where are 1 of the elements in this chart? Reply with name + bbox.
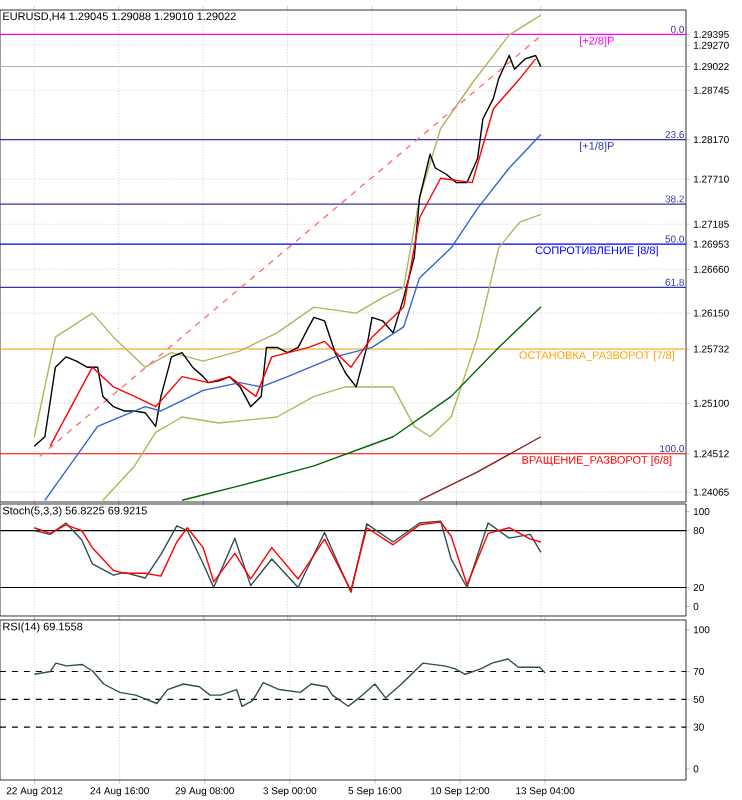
line-series — [33, 658, 546, 707]
